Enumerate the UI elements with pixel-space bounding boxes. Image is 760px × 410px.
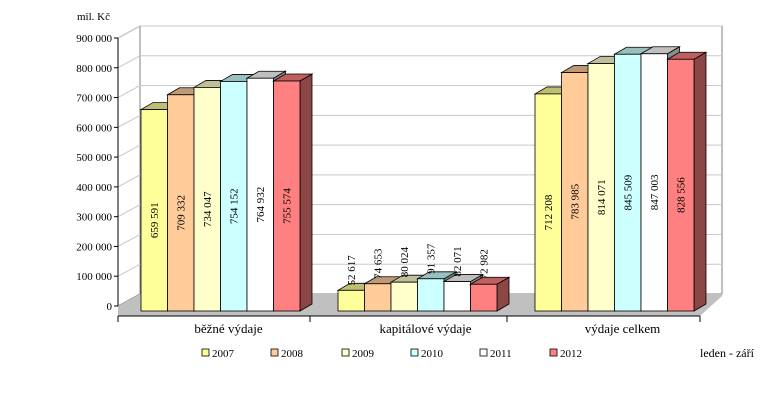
bar-2010 <box>614 53 642 312</box>
legend-swatch-2012 <box>549 348 558 357</box>
bar-2007 <box>534 93 562 312</box>
data-label: 828 556 <box>676 177 688 213</box>
data-label: 74 653 <box>373 248 385 279</box>
side-wall <box>117 25 141 307</box>
bar-2007 <box>140 109 168 312</box>
bar-2012 <box>667 58 695 312</box>
bar-2009 <box>390 281 418 312</box>
bar-2011 <box>443 281 471 312</box>
gridline <box>117 55 722 69</box>
data-label: 755 574 <box>282 188 294 224</box>
data-label: 754 152 <box>229 188 241 224</box>
category-label: kapitálové výdaje <box>379 321 471 336</box>
y-axis-label: mil. Kč <box>77 11 110 23</box>
bar-2010 <box>417 278 445 312</box>
bar-2010 <box>220 81 248 312</box>
bar-side <box>299 73 313 312</box>
legend-label: 2012 <box>560 348 582 360</box>
y-tick-label: 300 000 <box>76 212 112 224</box>
data-label: 845 509 <box>623 174 635 210</box>
data-label: 91 357 <box>426 243 438 274</box>
gridline <box>117 204 722 218</box>
gridline <box>117 25 722 39</box>
period-note: leden - září <box>700 346 755 360</box>
gridline <box>117 144 722 158</box>
data-label: 814 071 <box>596 179 608 215</box>
data-label: 847 003 <box>649 174 661 210</box>
legend-label: 2009 <box>352 348 375 360</box>
category-label: běžné výdaje <box>194 321 262 336</box>
data-label: 783 985 <box>570 183 582 219</box>
bar-2007 <box>337 289 365 312</box>
gridline <box>117 233 722 247</box>
gridline <box>117 114 722 128</box>
data-label: 52 617 <box>346 255 358 286</box>
bar-2009 <box>193 87 221 312</box>
legend-swatch-2009 <box>341 348 350 357</box>
y-tick-label: 400 000 <box>76 182 112 194</box>
data-label: 709 332 <box>176 195 188 231</box>
data-label: 734 047 <box>202 191 214 227</box>
data-label: 659 591 <box>149 202 161 238</box>
data-label: 712 208 <box>543 194 555 230</box>
y-tick-label: 700 000 <box>76 93 112 105</box>
legend-swatch-2007 <box>201 348 210 357</box>
y-tick-label: 500 000 <box>76 152 112 164</box>
legend-label: 2008 <box>281 348 304 360</box>
legend-swatch-2008 <box>270 348 279 357</box>
gridline <box>117 263 722 277</box>
legend-swatch-2010 <box>410 348 419 357</box>
data-label: 82 071 <box>452 246 464 276</box>
data-label: 764 932 <box>255 187 267 223</box>
y-tick-label: 600 000 <box>76 122 112 134</box>
bar-2012 <box>470 283 498 312</box>
gridline <box>117 174 722 188</box>
data-label: 80 024 <box>399 247 411 278</box>
data-label: 72 982 <box>479 249 491 279</box>
y-tick-label: 800 000 <box>76 63 112 75</box>
legend-swatch-2011 <box>479 348 488 357</box>
y-tick-label: 100 000 <box>76 271 112 283</box>
bar-2008 <box>167 94 195 312</box>
legend-label: 2010 <box>421 348 444 360</box>
bar-side <box>693 51 707 312</box>
legend-label: 2007 <box>212 348 235 360</box>
gridline <box>117 85 722 98</box>
y-tick-label: 200 000 <box>76 241 112 253</box>
legend-label: 2011 <box>490 348 512 360</box>
y-tick-label: 900 000 <box>76 33 112 45</box>
category-label: výdaje celkem <box>585 321 660 336</box>
bar-2011 <box>246 77 274 312</box>
bar-2012 <box>273 80 301 312</box>
bar-2008 <box>364 283 392 312</box>
y-tick-label: 0 <box>107 301 113 313</box>
